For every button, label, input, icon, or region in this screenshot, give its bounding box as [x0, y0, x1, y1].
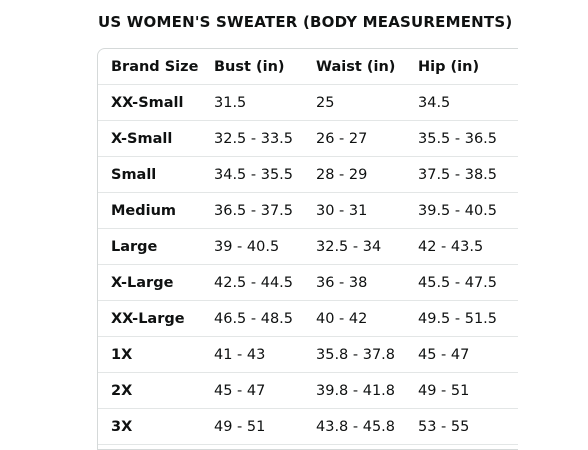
bust-cell: 45 - 47: [214, 372, 316, 409]
size-cell: 3X: [98, 408, 214, 445]
header-waist: Waist (in): [316, 49, 418, 85]
table-row: Large 39 - 40.5 32.5 - 34 42 - 43.5: [98, 228, 518, 265]
hip-cell: 49 - 51: [418, 372, 518, 409]
size-cell: Medium: [98, 192, 214, 229]
size-cell: Large: [98, 228, 214, 265]
bust-cell: 49 - 51: [214, 408, 316, 445]
bust-cell: 32.5 - 33.5: [214, 120, 316, 157]
waist-cell: 32.5 - 34: [316, 228, 418, 265]
size-cell: XX-Large: [98, 300, 214, 337]
waist-cell: 26 - 27: [316, 120, 418, 157]
hip-cell: 39.5 - 40.5: [418, 192, 518, 229]
table-row: 1X 41 - 43 35.8 - 37.8 45 - 47: [98, 336, 518, 373]
waist-cell: 30 - 31: [316, 192, 418, 229]
size-chart-table: Brand Size Bust (in) Waist (in) Hip (in)…: [98, 49, 518, 445]
waist-cell: 39.8 - 41.8: [316, 372, 418, 409]
hip-cell: 42 - 43.5: [418, 228, 518, 265]
bust-cell: 39 - 40.5: [214, 228, 316, 265]
size-cell: X-Small: [98, 120, 214, 157]
header-brand-size: Brand Size: [98, 49, 214, 85]
header-hip: Hip (in): [418, 49, 518, 85]
hip-cell: 49.5 - 51.5: [418, 300, 518, 337]
chart-title: US WOMEN'S SWEATER (BODY MEASUREMENTS): [98, 13, 513, 31]
bust-cell: 41 - 43: [214, 336, 316, 373]
waist-cell: 28 - 29: [316, 156, 418, 193]
header-bust: Bust (in): [214, 49, 316, 85]
bust-cell: 42.5 - 44.5: [214, 264, 316, 301]
table-row: X-Large 42.5 - 44.5 36 - 38 45.5 - 47.5: [98, 264, 518, 301]
bust-cell: 36.5 - 37.5: [214, 192, 316, 229]
size-cell: Small: [98, 156, 214, 193]
hip-cell: 34.5: [418, 84, 518, 121]
table-row: 2X 45 - 47 39.8 - 41.8 49 - 51: [98, 372, 518, 409]
table-row: 3X 49 - 51 43.8 - 45.8 53 - 55: [98, 408, 518, 445]
hip-cell: 45 - 47: [418, 336, 518, 373]
size-cell: X-Large: [98, 264, 214, 301]
header-row: Brand Size Bust (in) Waist (in) Hip (in): [98, 49, 518, 85]
hip-cell: 37.5 - 38.5: [418, 156, 518, 193]
size-cell: 1X: [98, 336, 214, 373]
table-row: XX-Large 46.5 - 48.5 40 - 42 49.5 - 51.5: [98, 300, 518, 337]
table-row: XX-Small 31.5 25 34.5: [98, 84, 518, 121]
hip-cell: 35.5 - 36.5: [418, 120, 518, 157]
bust-cell: 46.5 - 48.5: [214, 300, 316, 337]
bust-cell: 34.5 - 35.5: [214, 156, 316, 193]
waist-cell: 36 - 38: [316, 264, 418, 301]
table-row: Small 34.5 - 35.5 28 - 29 37.5 - 38.5: [98, 156, 518, 193]
bust-cell: 31.5: [214, 84, 316, 121]
hip-cell: 45.5 - 47.5: [418, 264, 518, 301]
waist-cell: 40 - 42: [316, 300, 418, 337]
size-cell: 2X: [98, 372, 214, 409]
table-row: Medium 36.5 - 37.5 30 - 31 39.5 - 40.5: [98, 192, 518, 229]
size-chart-table-container: Brand Size Bust (in) Waist (in) Hip (in)…: [97, 48, 518, 450]
waist-cell: 43.8 - 45.8: [316, 408, 418, 445]
waist-cell: 25: [316, 84, 418, 121]
size-cell: XX-Small: [98, 84, 214, 121]
table-row: X-Small 32.5 - 33.5 26 - 27 35.5 - 36.5: [98, 120, 518, 157]
waist-cell: 35.8 - 37.8: [316, 336, 418, 373]
hip-cell: 53 - 55: [418, 408, 518, 445]
